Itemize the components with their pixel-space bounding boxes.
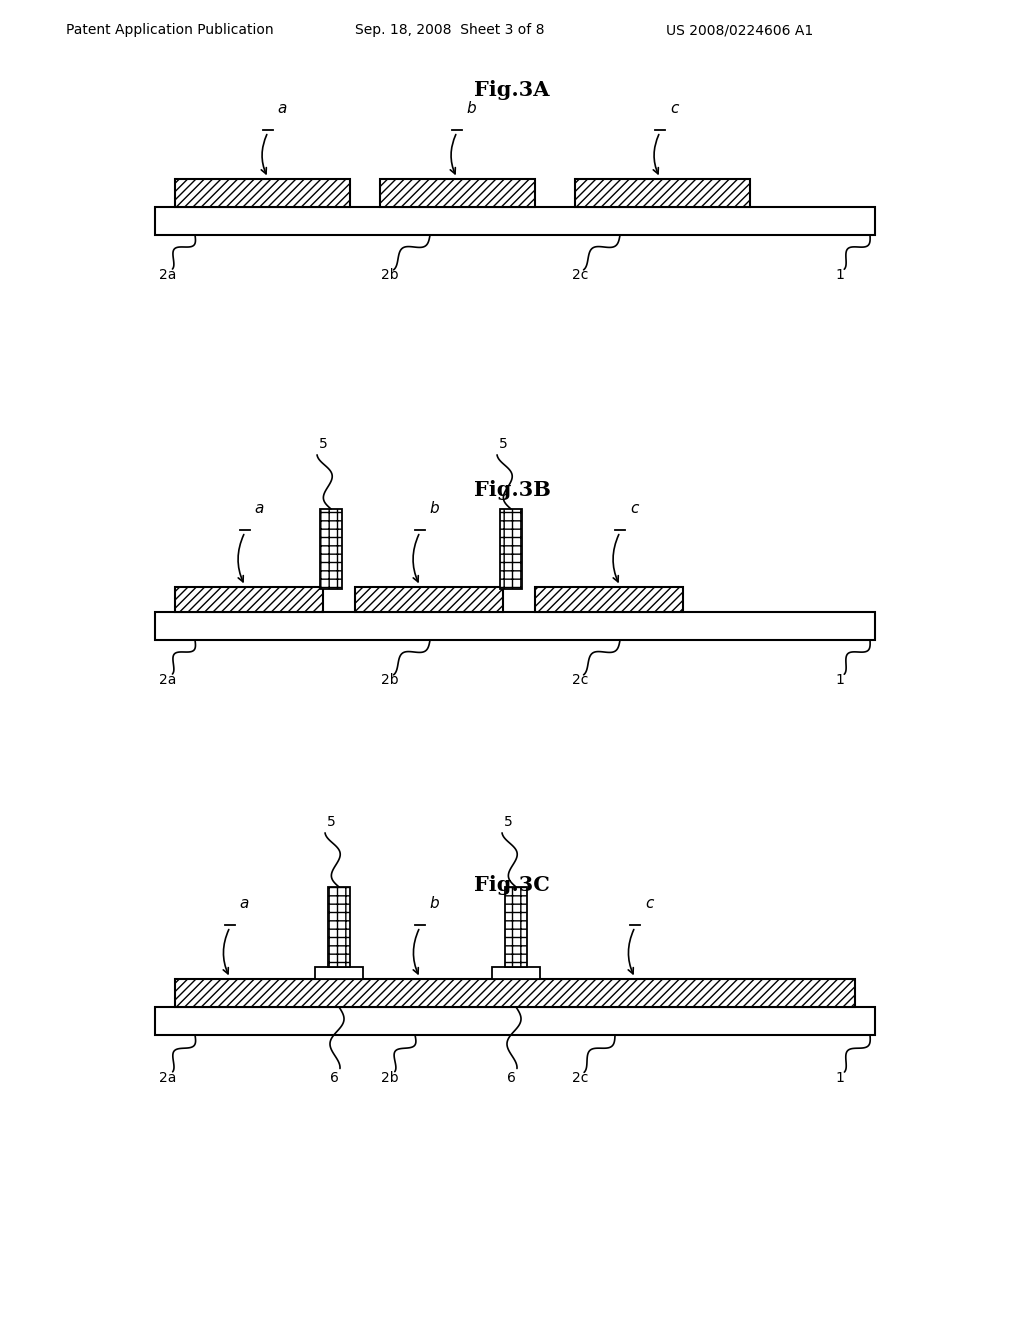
Text: a: a <box>254 502 264 516</box>
Text: a: a <box>240 896 249 911</box>
Text: 6: 6 <box>507 1071 515 1085</box>
Bar <box>500 510 522 589</box>
Bar <box>535 587 683 612</box>
Bar <box>380 180 535 207</box>
Text: c: c <box>645 896 653 911</box>
Text: 1: 1 <box>836 673 845 686</box>
Text: b: b <box>466 102 476 116</box>
Bar <box>155 1007 874 1035</box>
Bar <box>492 968 540 979</box>
Text: Fig.3A: Fig.3A <box>474 81 550 100</box>
Text: 1: 1 <box>836 268 845 282</box>
Text: 2b: 2b <box>381 1071 398 1085</box>
Text: 6: 6 <box>330 1071 339 1085</box>
Bar <box>319 510 342 589</box>
Bar <box>355 587 503 612</box>
Text: Fig.3B: Fig.3B <box>473 480 551 500</box>
Text: 2a: 2a <box>160 1071 177 1085</box>
Bar <box>328 887 350 968</box>
Bar <box>575 180 750 207</box>
Bar <box>175 979 855 1007</box>
Text: 2c: 2c <box>571 673 588 686</box>
Text: Fig.3C: Fig.3C <box>474 875 550 895</box>
Text: 2b: 2b <box>381 673 398 686</box>
Text: 5: 5 <box>499 437 507 451</box>
Text: 2b: 2b <box>381 268 398 282</box>
Text: 2a: 2a <box>160 268 177 282</box>
Text: 2a: 2a <box>160 673 177 686</box>
Bar <box>175 180 350 207</box>
Text: 5: 5 <box>318 437 328 451</box>
Text: Patent Application Publication: Patent Application Publication <box>67 22 273 37</box>
Text: US 2008/0224606 A1: US 2008/0224606 A1 <box>667 22 814 37</box>
Bar <box>505 887 527 968</box>
Text: 5: 5 <box>504 814 512 829</box>
Bar <box>155 612 874 640</box>
Text: 2c: 2c <box>571 268 588 282</box>
Text: b: b <box>429 502 439 516</box>
Text: 2c: 2c <box>571 1071 588 1085</box>
Text: c: c <box>630 502 638 516</box>
Bar <box>175 587 323 612</box>
Bar <box>315 968 362 979</box>
Text: b: b <box>429 896 439 911</box>
Text: a: a <box>278 102 287 116</box>
Text: c: c <box>670 102 678 116</box>
Text: 5: 5 <box>327 814 336 829</box>
Text: 1: 1 <box>836 1071 845 1085</box>
Text: Sep. 18, 2008  Sheet 3 of 8: Sep. 18, 2008 Sheet 3 of 8 <box>355 22 545 37</box>
Bar <box>155 207 874 235</box>
